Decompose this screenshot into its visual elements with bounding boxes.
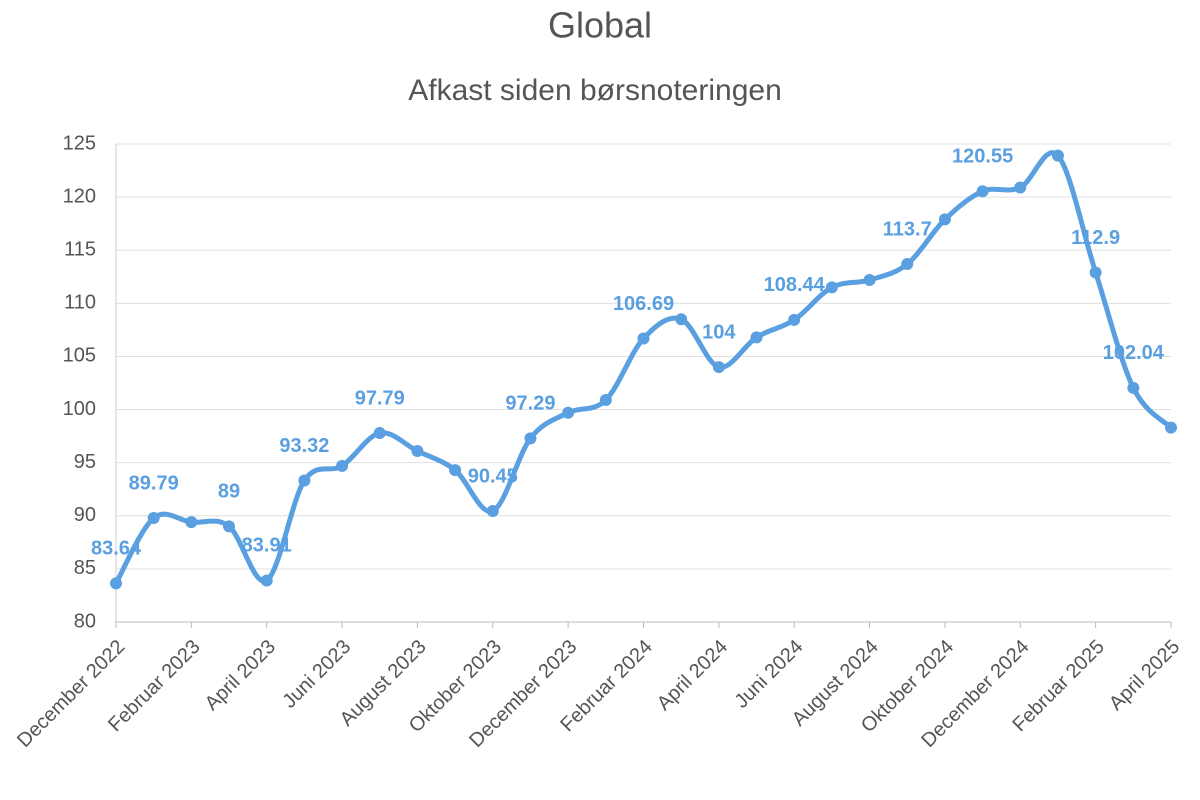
chart-title: Global	[548, 5, 652, 46]
x-tick-label: December 2022	[13, 636, 129, 752]
point-marker	[486, 504, 499, 517]
point-marker	[524, 432, 537, 445]
point-marker	[712, 361, 725, 374]
x-tick-label: Juni 2024	[731, 636, 808, 713]
y-tick-label: 80	[74, 610, 96, 632]
y-tick-label: 105	[63, 345, 96, 367]
data-label: 89	[218, 481, 240, 503]
point-marker	[825, 281, 838, 294]
point-marker	[1014, 181, 1027, 194]
y-tick-label: 95	[74, 451, 96, 473]
data-label: 83.91	[242, 535, 292, 557]
y-tick-label: 100	[63, 398, 96, 420]
y-tick-label: 125	[63, 132, 96, 154]
point-marker	[675, 313, 688, 326]
data-label: 108.44	[764, 274, 826, 296]
data-label: 83.64	[91, 538, 142, 560]
series-line	[113, 150, 1174, 586]
point-marker	[938, 213, 951, 226]
x-tick-label: April 2024	[653, 636, 732, 715]
point-marker	[1089, 266, 1102, 279]
point-marker	[336, 459, 349, 472]
point-marker	[976, 185, 989, 198]
point-marker	[223, 520, 236, 533]
point-marker	[863, 273, 876, 286]
point-marker	[298, 474, 311, 487]
point-marker	[260, 574, 273, 587]
point-marker	[1127, 381, 1140, 394]
data-label: 106.69	[613, 293, 674, 315]
y-tick-label: 120	[63, 185, 96, 207]
point-marker	[637, 332, 650, 345]
data-label: 97.29	[505, 393, 555, 415]
y-tick-label: 110	[64, 292, 96, 314]
point-marker	[750, 331, 763, 344]
x-tick-label: April 2025	[1105, 636, 1184, 715]
data-label: 120.55	[952, 146, 1013, 168]
y-tick-label: 90	[74, 504, 96, 526]
data-label: 102.04	[1103, 342, 1165, 364]
point-marker	[901, 258, 914, 271]
data-label: 104	[702, 321, 736, 343]
y-tick-label: 85	[74, 557, 96, 579]
point-marker	[449, 464, 462, 477]
x-tick-label: Juni 2023	[278, 636, 355, 713]
y-tick-label: 115	[64, 239, 96, 261]
point-marker	[562, 406, 575, 419]
point-marker	[1165, 421, 1177, 434]
x-tick-label: April 2023	[201, 636, 280, 715]
point-marker	[1051, 149, 1064, 162]
data-label: 113.7	[883, 218, 932, 240]
point-marker	[185, 516, 198, 529]
data-label: 89.79	[129, 472, 179, 494]
chart-subtitle: Afkast siden børsnoteringen	[408, 74, 782, 107]
point-marker	[599, 393, 612, 406]
point-marker	[147, 512, 160, 525]
point-marker	[411, 444, 424, 457]
data-label: 90.45	[468, 465, 518, 487]
data-label: 97.79	[355, 387, 405, 409]
point-marker	[788, 313, 801, 326]
data-label: 93.32	[279, 435, 329, 457]
data-label: 112.9	[1071, 227, 1120, 249]
point-marker	[373, 427, 386, 440]
point-marker	[110, 577, 122, 590]
